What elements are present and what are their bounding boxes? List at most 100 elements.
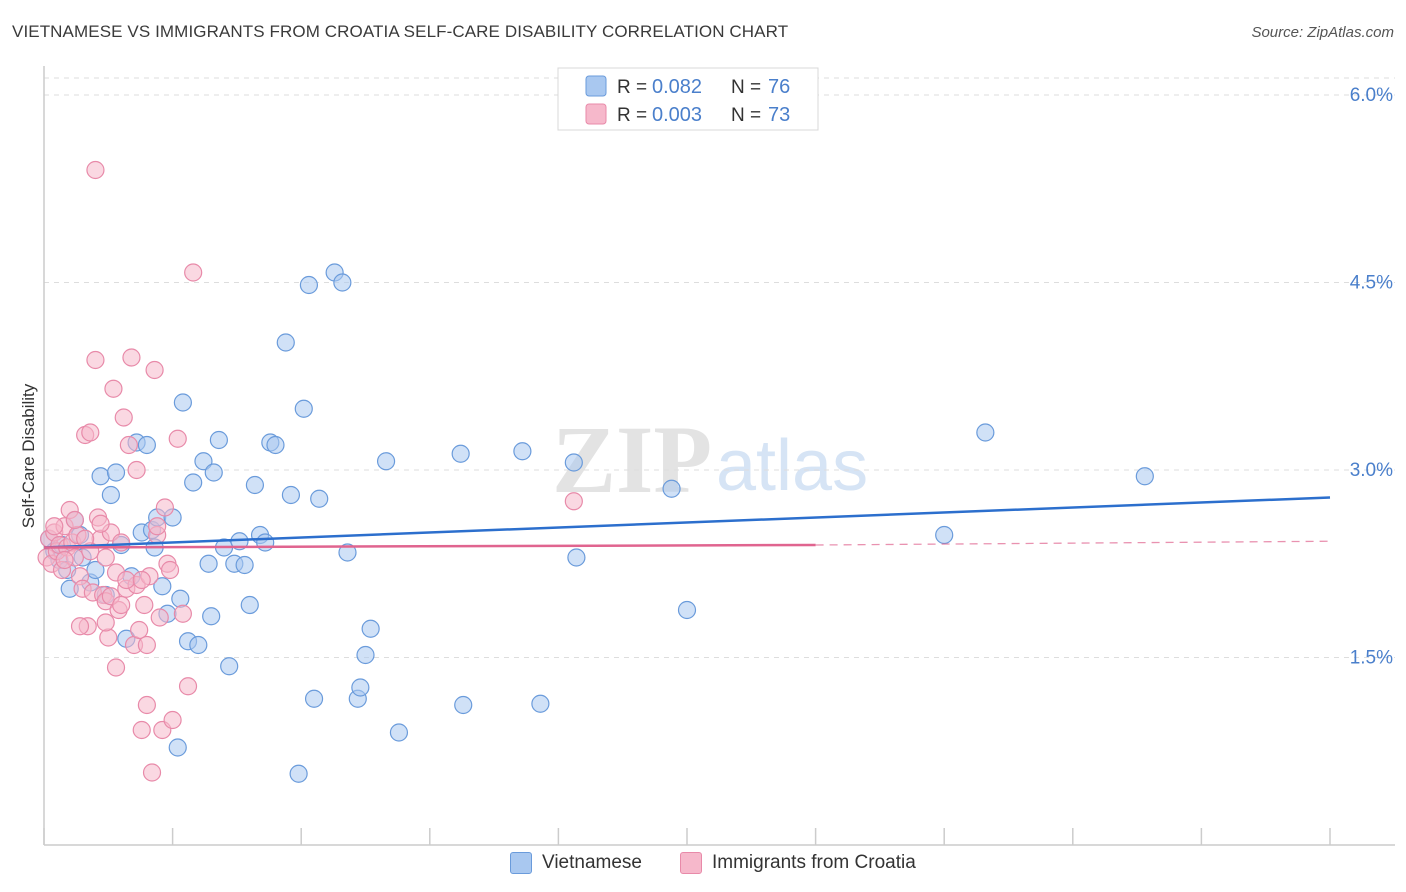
- point-croatia: [130, 620, 149, 640]
- point-vietnamese: [106, 463, 126, 482]
- point-vietnamese: [351, 678, 370, 697]
- point-vietnamese: [189, 635, 208, 655]
- point-vietnamese: [256, 533, 275, 552]
- point-vietnamese: [451, 444, 470, 463]
- legend-r-label: R =: [617, 77, 647, 98]
- point-vietnamese: [935, 525, 954, 545]
- legend-n-label: N =: [731, 105, 761, 126]
- point-croatia: [45, 517, 64, 536]
- point-croatia: [145, 360, 164, 380]
- point-vietnamese: [677, 600, 697, 620]
- point-vietnamese: [531, 694, 550, 713]
- point-vietnamese: [184, 473, 203, 492]
- point-vietnamese: [376, 452, 396, 471]
- point-croatia: [117, 570, 136, 590]
- point-vietnamese: [389, 723, 409, 742]
- point-croatia: [178, 677, 198, 696]
- y-tick-label: 3.0%: [1350, 460, 1393, 481]
- point-croatia: [86, 350, 105, 370]
- point-croatia: [137, 635, 156, 655]
- point-vietnamese: [235, 555, 254, 575]
- point-croatia: [135, 595, 154, 615]
- point-vietnamese: [304, 689, 324, 708]
- point-croatia: [104, 379, 123, 398]
- legend-n-label: N =: [731, 77, 761, 98]
- point-vietnamese: [976, 423, 995, 442]
- point-vietnamese: [202, 607, 221, 626]
- point-croatia: [137, 695, 156, 715]
- point-vietnamese: [338, 543, 357, 562]
- legend-n-value: 76: [768, 76, 790, 98]
- point-vietnamese: [299, 275, 319, 295]
- trend-line-vietnamese: [43, 496, 1331, 549]
- point-vietnamese: [153, 577, 172, 596]
- point-croatia: [163, 710, 182, 730]
- point-croatia: [150, 608, 169, 627]
- point-vietnamese: [199, 554, 218, 573]
- point-vietnamese: [333, 273, 352, 292]
- legend-r-label: R =: [617, 105, 647, 126]
- point-vietnamese: [1135, 467, 1154, 486]
- scatter-chart: ZIPatlas1.5%3.0%4.5%6.0%0.0%25.0%Self-Ca…: [19, 66, 1395, 846]
- y-tick-label: 1.5%: [1350, 648, 1393, 669]
- point-vietnamese: [662, 479, 681, 498]
- point-vietnamese: [173, 393, 192, 412]
- legend-swatch: [585, 75, 607, 97]
- point-vietnamese: [564, 453, 583, 472]
- bottom-legend: Vietnamese Immigrants from Croatia: [0, 852, 1406, 878]
- point-croatia: [564, 492, 583, 511]
- point-vietnamese: [276, 333, 295, 352]
- point-croatia: [127, 460, 146, 480]
- legend-item-croatia[interactable]: Immigrants from Croatia: [680, 852, 916, 874]
- point-vietnamese: [171, 589, 190, 608]
- legend-r-value: 0.082: [652, 76, 702, 98]
- y-tick-label: 6.0%: [1350, 85, 1393, 106]
- point-croatia: [96, 613, 115, 632]
- point-croatia: [112, 595, 131, 615]
- point-vietnamese: [361, 619, 380, 638]
- point-croatia: [99, 628, 118, 647]
- legend-swatch-blue: [510, 852, 532, 874]
- point-croatia: [114, 408, 133, 427]
- point-croatia: [160, 560, 180, 580]
- point-vietnamese: [289, 764, 308, 783]
- point-croatia: [148, 517, 167, 536]
- legend-label-croatia: Immigrants from Croatia: [712, 852, 916, 873]
- series-croatia: [37, 160, 583, 782]
- top-legend: R = 0.082 N = 76 R = 0.003 N = 73: [557, 67, 819, 131]
- point-vietnamese: [209, 430, 228, 450]
- legend-label-vietnamese: Vietnamese: [542, 852, 642, 873]
- point-croatia: [184, 263, 203, 282]
- point-croatia: [132, 720, 151, 740]
- point-vietnamese: [101, 485, 120, 505]
- legend-item-vietnamese[interactable]: Vietnamese: [510, 852, 642, 874]
- point-vietnamese: [245, 475, 265, 495]
- point-croatia: [155, 498, 174, 517]
- legend-swatch: [585, 103, 607, 125]
- point-croatia: [70, 617, 90, 636]
- trend-line-extension: [815, 540, 1331, 546]
- point-vietnamese: [454, 695, 473, 715]
- point-vietnamese: [194, 452, 213, 471]
- point-croatia: [168, 429, 187, 448]
- point-vietnamese: [513, 442, 532, 461]
- y-axis-label: Self-Care Disability: [19, 383, 38, 528]
- legend-swatch-pink: [680, 852, 702, 874]
- watermark-atlas: atlas: [716, 426, 868, 506]
- point-vietnamese: [266, 435, 285, 455]
- point-croatia: [65, 510, 84, 530]
- point-croatia: [106, 658, 126, 677]
- point-croatia: [81, 423, 100, 442]
- point-vietnamese: [86, 560, 105, 580]
- point-croatia: [142, 763, 162, 782]
- legend-r-value: 0.003: [652, 104, 702, 126]
- series-vietnamese: [40, 263, 1154, 783]
- chart-title: VIETNAMESE VS IMMIGRANTS FROM CROATIA SE…: [12, 22, 789, 41]
- source-credit: Source: ZipAtlas.com: [1251, 24, 1394, 41]
- point-vietnamese: [240, 595, 259, 615]
- trend-line-croatia: [43, 543, 816, 549]
- point-croatia: [86, 160, 105, 180]
- point-vietnamese: [220, 657, 239, 676]
- point-croatia: [173, 604, 192, 623]
- point-vietnamese: [281, 485, 301, 505]
